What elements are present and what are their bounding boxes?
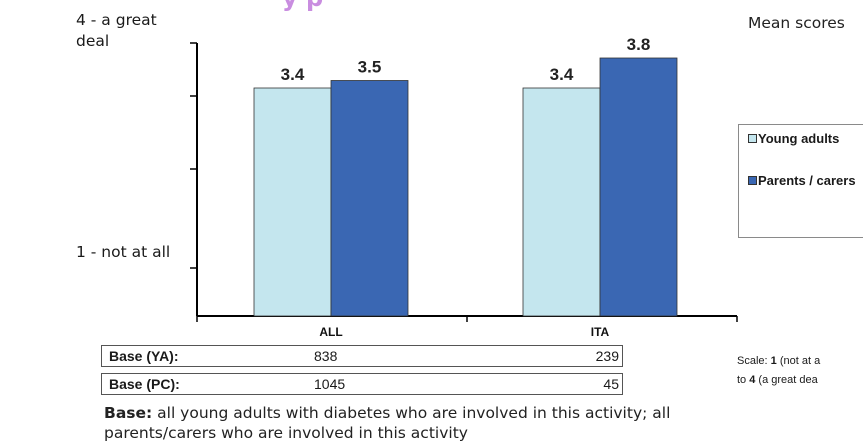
bar-young-adults-ita: [522, 87, 601, 317]
bar-parents-carers-all: [330, 80, 409, 317]
base-row-pc: Base (PC): 1045 45: [101, 373, 623, 395]
data-label: 3.4: [550, 65, 574, 84]
mean-scores-label: Mean scores: [748, 14, 845, 32]
legend-label-parents-carers: Parents / carers: [758, 173, 856, 188]
base-value-ita: 239: [595, 348, 619, 364]
x-tick-label: ITA: [591, 325, 610, 339]
y-tick-label-bottom: 1 - not at all: [76, 243, 171, 261]
chart-title-fragment: y p: [282, 0, 323, 12]
base-footnote: Base: all young adults with diabetes who…: [104, 404, 671, 442]
base-value-all: 838: [314, 348, 338, 364]
bar-parents-carers-ita: [599, 57, 678, 317]
base-value-ita: 45: [603, 376, 619, 392]
base-row-ya: Base (YA): 838 239: [101, 345, 623, 367]
chart-legend: Young adults Parents / carers: [738, 124, 863, 238]
data-label: 3.8: [627, 35, 651, 54]
base-row-label: Base (YA):: [109, 348, 179, 364]
legend-swatch-young-adults: [748, 134, 757, 143]
legend-label-young-adults: Young adults: [758, 131, 840, 146]
base-value-all: 1045: [314, 376, 346, 392]
scale-note: Scale: 1 (not at a to 4 (a great dea: [737, 355, 821, 386]
base-row-label: Base (PC):: [109, 376, 180, 392]
x-tick-label: ALL: [319, 325, 342, 339]
bar-young-adults-all: [253, 87, 332, 317]
y-tick-label-top: 4 - a great deal: [76, 11, 157, 50]
data-label: 3.4: [281, 65, 305, 84]
data-label: 3.5: [358, 58, 382, 77]
legend-swatch-parents-carers: [748, 176, 757, 185]
